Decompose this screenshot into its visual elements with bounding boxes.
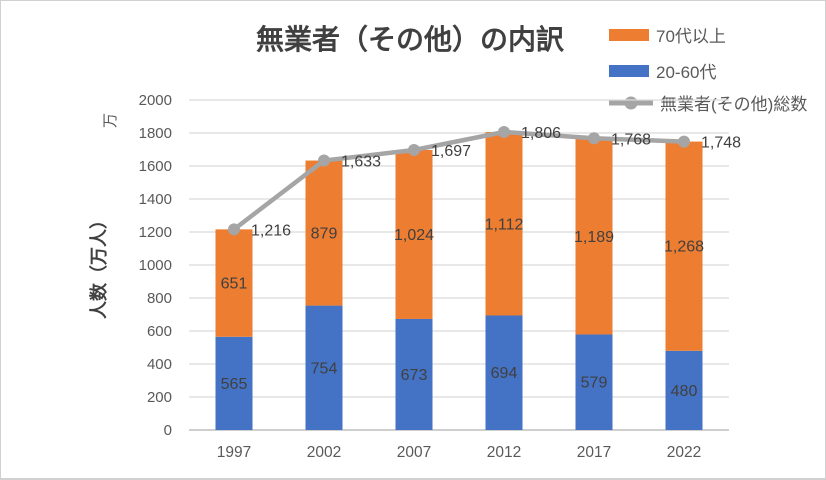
y-tick-label: 1400 [139,191,172,208]
total-line[interactable] [231,129,687,232]
legend-label-70plus: 70代以上 [656,27,726,46]
bar-segment-70plus-2012[interactable] [485,132,523,316]
bar-segment-20-60-2002[interactable] [305,305,343,430]
y-tick-label: 0 [164,422,172,439]
line-marker-2002[interactable] [318,154,330,167]
legend-swatch-70plus [609,28,649,41]
bar-label-20-60-2007: 673 [401,367,428,384]
total-label-2022: 1,748 [701,135,741,152]
y-tick-label: 600 [147,323,172,340]
line-marker-2017[interactable] [588,132,600,145]
bar-label-70plus-2002: 879 [311,226,338,243]
total-label-2007: 1,697 [431,143,471,160]
bar-label-70plus-2022: 1,268 [664,239,704,256]
legend-item-70plus[interactable]: 70代以上 [609,22,726,47]
bar-label-70plus-2007: 1,024 [394,227,434,244]
legend-swatch-20-60 [609,64,649,77]
y-tick-label: 1000 [139,257,172,274]
line-marker-1997[interactable] [228,223,240,236]
x-tick-label-2002: 2002 [307,444,341,461]
line-marker-2012[interactable] [498,126,510,139]
x-tick-label-2022: 2022 [667,444,701,461]
y-tick-label: 200 [147,389,172,406]
bar-label-20-60-2002: 754 [311,360,338,377]
bar-segment-20-60-1997[interactable] [215,336,253,430]
bar-label-20-60-2012: 694 [491,365,518,382]
bar-label-70plus-1997: 651 [221,276,248,293]
bar-label-20-60-2022: 480 [671,383,698,400]
legend-marker-swatch [624,96,638,109]
total-label-2002: 1,633 [341,154,381,171]
y-tick-label: 2000 [139,92,172,109]
y-tick-label: 800 [147,290,172,307]
legend-item-20-60[interactable]: 20-60代 [609,58,716,83]
x-tick-label-2012: 2012 [487,444,521,461]
bar-segment-20-60-2017[interactable] [575,334,613,430]
line-marker-2007[interactable] [408,143,420,156]
bar-label-70plus-2017: 1,189 [574,229,614,246]
bar-segment-70plus-1997[interactable] [215,229,253,337]
y-tick-label: 1800 [139,125,172,142]
line-marker-2022[interactable] [678,135,690,148]
chart-title: 無業者（その他）の内訳 [255,24,564,55]
bar-segment-70plus-2017[interactable] [575,138,613,335]
bar-segment-20-60-2012[interactable] [485,315,523,430]
bar-segment-20-60-2007[interactable] [395,318,433,430]
bar-label-20-60-1997: 565 [221,376,248,393]
bar-segment-70plus-2002[interactable] [305,160,343,306]
bar-segment-20-60-2022[interactable] [665,350,703,430]
bar-label-70plus-2012: 1,112 [485,216,524,233]
bar-label-20-60-2017: 579 [581,375,608,392]
x-tick-label-1997: 1997 [217,444,251,461]
bar-segment-70plus-2007[interactable] [395,149,433,319]
y-tick-label: 1200 [139,224,172,241]
bar-segment-70plus-2022[interactable] [665,141,703,351]
legend-label-20-60: 20-60代 [656,63,717,82]
total-label-2012: 1,806 [521,125,561,142]
y-tick-label: 1600 [139,158,172,175]
total-label-2017: 1,768 [611,131,651,148]
total-label-1997: 1,216 [251,222,291,239]
x-tick-label-2007: 2007 [397,444,431,461]
y-tick-label: 400 [147,356,172,373]
legend-line-marker-swatch [609,96,653,109]
x-tick-label-2017: 2017 [577,444,611,461]
